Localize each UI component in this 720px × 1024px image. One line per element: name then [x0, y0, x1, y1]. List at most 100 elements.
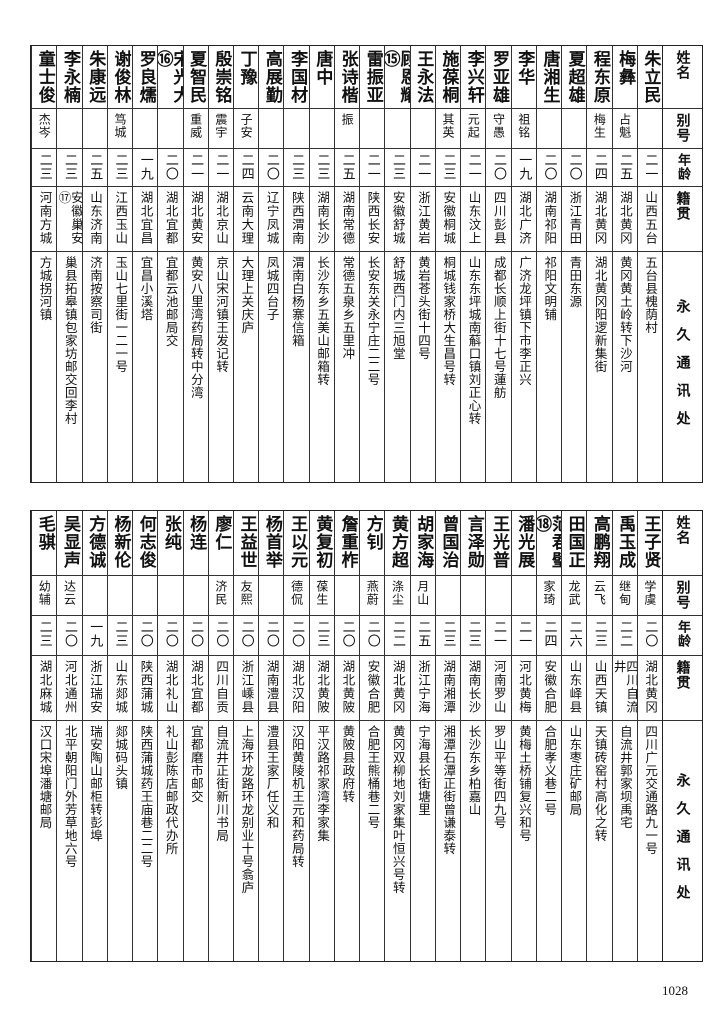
name-text: 潘光展	[514, 515, 535, 569]
header-native-cell: 籍贯	[663, 187, 702, 252]
native-text: 湖北黄冈	[390, 660, 406, 714]
age-cell: 二三	[107, 149, 133, 187]
table-row: 梅彝 占魁 二五 湖北黄冈 黄冈黄土岭转下沙河	[611, 46, 637, 482]
table-row: 言泽勋 二三 湖南长沙 长沙东乡柏嘉山	[460, 511, 486, 961]
alias-cell	[410, 109, 435, 149]
native-cell: 四川彭县	[486, 187, 511, 252]
name-cell: 唐中	[309, 46, 334, 109]
address-text: 济南按察司街	[87, 256, 103, 334]
age-cell: 二一	[410, 149, 435, 187]
address-text: 宜都云池邮局交	[163, 256, 179, 347]
name-cell: 朱康远	[82, 46, 107, 109]
name-text: 何志俊	[135, 515, 156, 569]
native-cell: 山东汶上	[461, 187, 486, 252]
table-row: 李华 祖铭 一九 湖北广济 广济龙坪镇下市李正兴	[510, 46, 536, 482]
age-cell: 二五	[410, 616, 435, 656]
native-cell: 湖南湘潭	[435, 656, 461, 721]
alias-text: 其英	[441, 113, 455, 139]
table-row: 潘光展 二一 河北黄梅 黄梅土桥铺复兴和号	[510, 511, 536, 961]
native-text: 安徽合肥	[365, 660, 381, 714]
alias-cell: 济民	[208, 576, 234, 616]
native-text: 湖南湘潭	[441, 660, 457, 714]
table-row: 施葆桐 其英 二三 安徽桐城 桐城钱家桥大生昌号转	[434, 46, 461, 482]
age-cell: 二五	[334, 149, 360, 187]
name-cell: 詹重柞	[334, 511, 360, 576]
address-cell: 山东东坪城南蔛口镇刘正心转	[461, 252, 485, 482]
name-text: 唐湘生	[539, 50, 560, 104]
name-cell: 方德诚	[82, 511, 107, 576]
alias-cell: 占魁	[612, 109, 637, 149]
alias-cell: 其英	[435, 109, 461, 149]
table-row: 夏超雄 二〇 浙江青田 青田东源	[561, 46, 587, 482]
name-text: 丁豫	[236, 50, 257, 86]
name-text: 范君璧⑱	[536, 515, 562, 569]
age-text: 二〇	[238, 620, 254, 648]
alias-text: 杰岑	[37, 113, 52, 139]
address-cell: 广济龙坪镇下市李正兴	[512, 252, 536, 482]
alias-text: 龙武	[567, 580, 582, 606]
native-text: 湖北宜昌	[138, 191, 154, 245]
age-text: 二三	[440, 620, 456, 648]
address-text: 黄岩苍头街十四号	[416, 256, 432, 360]
name-cell: 胡家海	[410, 511, 435, 576]
name-cell: 张诗楷	[334, 46, 360, 109]
age-text: 二二	[390, 620, 406, 648]
age-text: 二三	[390, 153, 406, 181]
age-text: 二〇	[263, 153, 279, 181]
age-text: 二〇	[490, 153, 506, 181]
table-row: 何志俊 二〇 陕西蒲城 陕西蒲城药王庙巷二二号	[132, 511, 158, 961]
name-cell: 曾国治	[435, 511, 461, 576]
age-text: 二六	[566, 620, 582, 648]
age-text: 二五	[87, 153, 103, 181]
age-cell: 二一	[511, 616, 536, 656]
native-cell: 安徽巢安⑰	[57, 187, 82, 252]
address-text: 四川广元交通路九一号	[643, 725, 659, 855]
name-text: 方钊	[362, 515, 383, 551]
address-cell: 自流井正街新川书局	[209, 721, 233, 961]
alias-cell: 达云	[57, 576, 82, 616]
age-cell: 二四	[536, 616, 562, 656]
age-text: 二三	[289, 153, 305, 181]
header-age-cell: 年龄	[663, 149, 702, 187]
address-text: 大理上关庆庐	[239, 256, 255, 334]
native-text: 湖北宜都	[188, 660, 204, 714]
alias-cell: 学虞	[637, 576, 662, 616]
native-cell: 江西玉山	[107, 187, 133, 252]
alias-cell	[562, 109, 587, 149]
name-text: 宋光大⑯	[158, 50, 183, 104]
native-cell: 山西五台	[637, 187, 662, 252]
table-row: 王益世 友熙 二〇 浙江嵊县 上海环龙路环龙别业十号翕庐	[233, 511, 259, 961]
address-cell: 桐城钱家桥大生昌号转	[436, 252, 460, 482]
age-text: 二〇	[364, 620, 380, 648]
header-native-text: 籍贯	[674, 191, 691, 221]
alias-text: 涤尘	[390, 580, 405, 606]
table-row: 田国正 龙武 二六 山东峄县 山东枣庄矿邮局	[561, 511, 587, 961]
age-text: 二〇	[162, 153, 178, 181]
age-text: 二一	[516, 620, 532, 648]
native-cell: 河北通州	[57, 656, 82, 721]
name-text: 黄复初	[312, 515, 333, 569]
age-cell: 一九	[82, 616, 107, 656]
alias-cell	[486, 576, 511, 616]
address-text: 渭南白杨寨信箱	[289, 256, 305, 347]
alias-text: 家琦	[541, 580, 556, 606]
name-cell: 夏超雄	[562, 46, 587, 109]
name-text: 王以元	[287, 515, 308, 569]
header-column: 姓名 别号 年龄 籍贯 永久通讯处	[662, 46, 702, 482]
age-cell: 二二	[385, 616, 410, 656]
native-text: 山东峄县	[567, 660, 583, 714]
address-cell: 湘潭石潭正街曾谦泰转	[436, 721, 460, 961]
name-text: 雷振亚	[362, 50, 383, 104]
age-text: 二〇	[289, 620, 305, 648]
table-row: 王光普 二一 河南罗山 罗山平等街四九号	[485, 511, 511, 961]
address-cell: 自流井郭家坝禹宅	[613, 721, 637, 961]
address-text: 黄冈双柳地刘家集叶恒兴号转	[390, 725, 406, 894]
age-text: 二一	[415, 153, 431, 181]
header-native-cell: 籍贯	[663, 656, 702, 721]
address-cell: 山东枣庄矿邮局	[562, 721, 586, 961]
age-cell: 二三	[587, 616, 612, 656]
age-cell: 二三	[309, 616, 334, 656]
address-cell: 罗山平等街四九号	[486, 721, 510, 961]
alias-cell	[461, 576, 486, 616]
table-row: 谢俊林 笃城 二三 江西玉山 玉山七里街一二一号	[106, 46, 133, 482]
